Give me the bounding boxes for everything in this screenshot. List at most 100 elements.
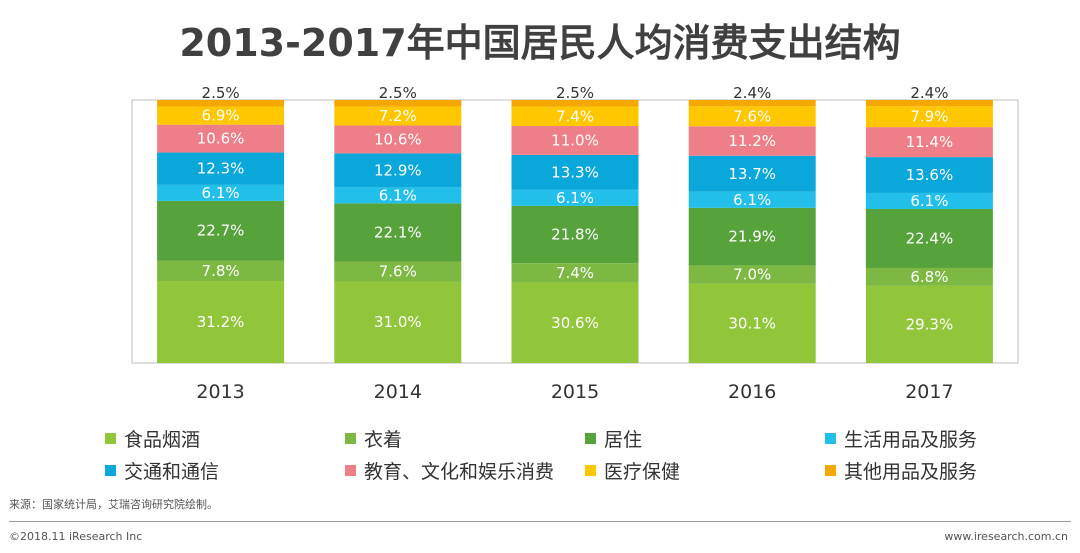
data-label: 2.5% <box>556 84 594 102</box>
bar-segment <box>511 282 639 363</box>
data-label: 7.9% <box>910 108 948 126</box>
x-tick-label: 2016 <box>728 381 776 403</box>
data-label: 2.5% <box>202 84 240 102</box>
legend-label: 衣着 <box>364 429 403 451</box>
bar-segment <box>157 260 285 282</box>
bar-segment <box>157 106 285 125</box>
legend-item-household-goods: 生活用品及服务 <box>825 425 977 452</box>
bar-segment <box>865 157 993 193</box>
source-note: 来源：国家统计局，艾瑞咨询研究院绘制。 <box>9 498 218 511</box>
bar-segment <box>334 203 462 262</box>
bar-segment <box>688 283 816 363</box>
bar-segment <box>511 263 639 283</box>
bar-segment <box>865 192 993 209</box>
data-label: 21.8% <box>551 226 599 244</box>
x-tick-label: 2014 <box>374 381 422 403</box>
bar-segment <box>157 184 285 201</box>
data-label: 2.4% <box>733 84 771 102</box>
data-label: 6.1% <box>379 186 417 204</box>
legend-swatch <box>105 465 116 476</box>
legend-item-healthcare: 医疗保健 <box>585 457 680 484</box>
copyright: ©2018.11 iResearch Inc <box>9 530 143 543</box>
legend-label: 食品烟酒 <box>124 429 201 451</box>
data-label: 11.0% <box>551 131 599 149</box>
legend-swatch <box>585 465 596 476</box>
bar-segment <box>157 152 285 185</box>
data-label: 31.2% <box>197 313 245 331</box>
bar-segment <box>334 187 462 204</box>
bar-segment <box>334 125 462 154</box>
x-tick-label: 2013 <box>196 381 244 403</box>
x-tick-label: 2015 <box>551 381 599 403</box>
data-label: 7.4% <box>556 264 594 282</box>
legend-item-clothing: 衣着 <box>345 425 402 452</box>
x-tick-labels-layer: 2013 2014 2015 2016 2017 <box>196 381 953 403</box>
bar-segment <box>511 106 639 127</box>
bar-segment <box>334 100 462 107</box>
data-label: 7.6% <box>379 262 417 280</box>
legend-item-other: 其他用品及服务 <box>825 457 977 484</box>
legend-swatch <box>585 433 596 444</box>
data-label: 2.5% <box>379 84 417 102</box>
legend-label: 交通和通信 <box>124 461 220 483</box>
bar-segment <box>688 155 816 192</box>
data-label: 7.0% <box>733 266 771 284</box>
bars-layer <box>157 100 993 363</box>
data-label: 30.1% <box>728 314 776 332</box>
bar-segment <box>157 200 285 261</box>
bar-segment <box>511 100 639 107</box>
bar-segment <box>511 126 639 155</box>
bar-segment <box>511 154 639 190</box>
data-label: 6.1% <box>910 192 948 210</box>
legend-label: 其他用品及服务 <box>844 461 978 483</box>
data-label: 7.8% <box>202 262 240 280</box>
bar-segment <box>334 106 462 126</box>
legend-swatch <box>345 465 356 476</box>
bar-segment <box>865 267 993 286</box>
data-label: 22.7% <box>197 222 245 240</box>
chart-title: 2013-2017年中国居民人均消费支出结构 <box>179 21 901 65</box>
legend-label: 教育、文化和娱乐消费 <box>364 461 555 483</box>
legend-swatch <box>345 433 356 444</box>
bar-segment <box>865 127 993 158</box>
x-tick-label: 2017 <box>905 381 953 403</box>
data-label: 22.4% <box>906 229 954 247</box>
data-label: 6.1% <box>202 184 240 202</box>
bar-segment <box>865 285 993 363</box>
bar-segment <box>511 189 639 206</box>
legend: 食品烟酒 衣着 居住 生活用品及服务 交通和通信 教育、文化和娱乐消费 医疗保健… <box>95 423 1055 489</box>
legend-swatch <box>825 465 836 476</box>
data-label: 13.6% <box>906 166 954 184</box>
legend-item-housing: 居住 <box>585 425 642 452</box>
legend-item-transport: 交通和通信 <box>105 457 219 484</box>
data-label: 29.3% <box>906 315 954 333</box>
bar-segment <box>334 261 462 282</box>
data-label: 13.7% <box>728 165 776 183</box>
data-label: 11.2% <box>728 132 776 150</box>
bar-segment <box>688 265 816 284</box>
footer-divider <box>9 521 1071 522</box>
data-label: 13.3% <box>551 163 599 181</box>
data-label: 22.1% <box>374 223 422 241</box>
data-labels-layer: 31.2% 7.8% 22.7% 6.1% 12.3% 10.6% 6.9% 2.5% 31.0… <box>197 84 953 333</box>
data-label: 6.8% <box>910 268 948 286</box>
data-label: 7.2% <box>379 107 417 125</box>
legend-swatch <box>105 433 116 444</box>
data-label: 11.4% <box>906 133 954 151</box>
website-link[interactable]: www.iresearch.com.cn <box>944 530 1068 543</box>
data-label: 30.6% <box>551 314 599 332</box>
data-label: 12.9% <box>374 161 422 179</box>
bar-segment <box>688 126 816 156</box>
data-label: 6.9% <box>202 107 240 125</box>
data-label: 31.0% <box>374 313 422 331</box>
bar-segment <box>334 281 462 363</box>
data-label: 7.6% <box>733 107 771 125</box>
data-label: 12.3% <box>197 160 245 178</box>
legend-item-food: 食品烟酒 <box>105 425 200 452</box>
bar-segment <box>688 191 816 208</box>
data-label: 2.4% <box>910 84 948 102</box>
data-label: 6.1% <box>733 191 771 209</box>
data-label: 10.6% <box>197 130 245 148</box>
data-label: 7.4% <box>556 107 594 125</box>
bar-segment <box>865 100 993 107</box>
